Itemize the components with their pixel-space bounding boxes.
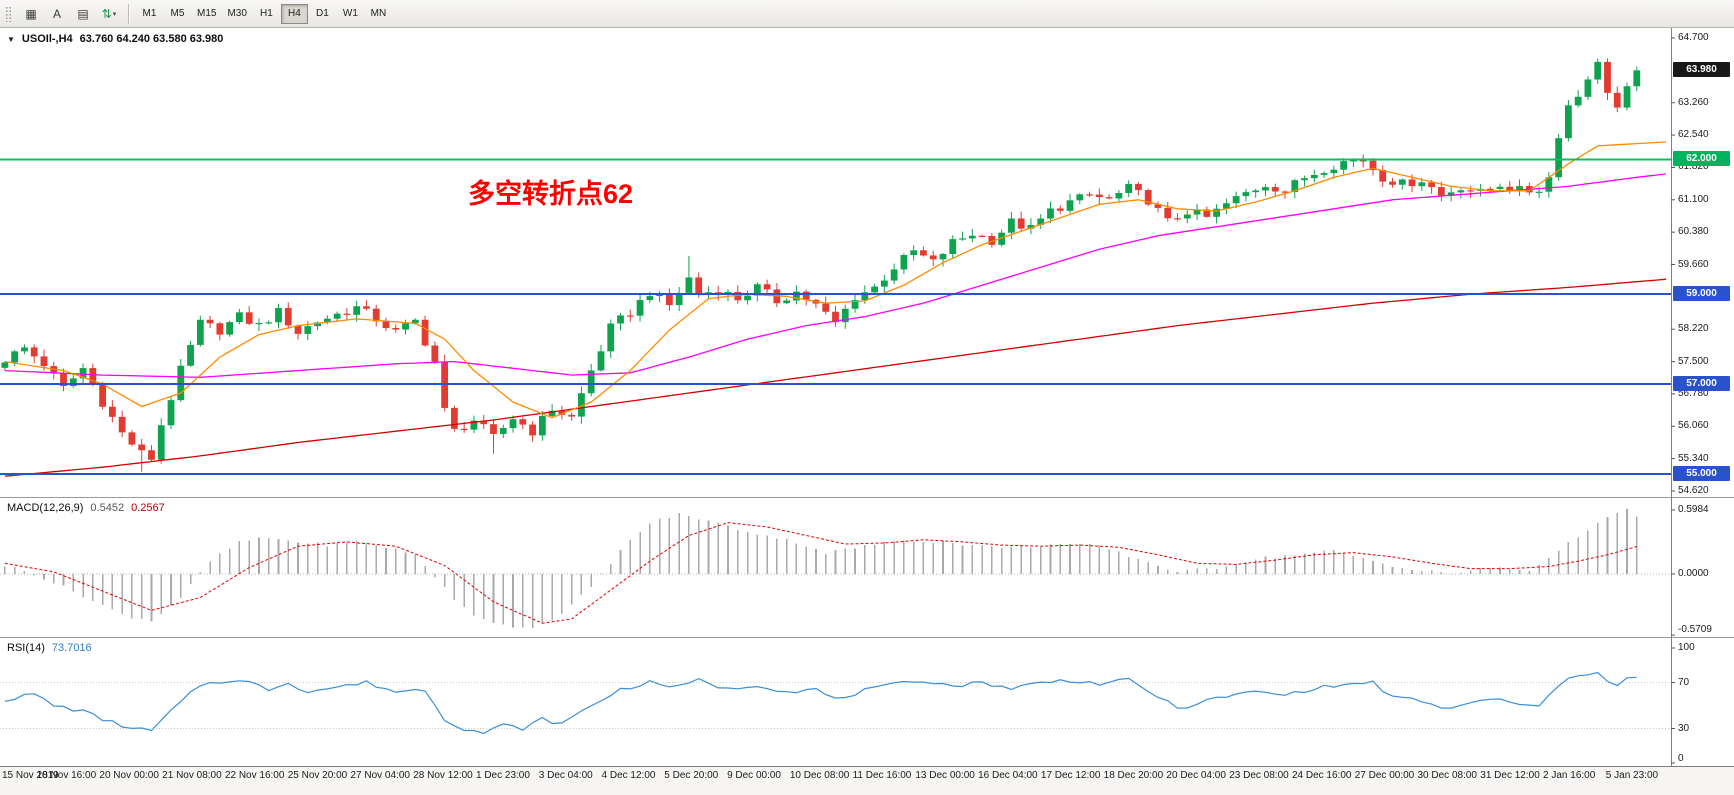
macd-signal-value: 0.2567: [131, 502, 165, 514]
annotation-text: 多空转折点62: [468, 179, 634, 209]
scale-arrows-icon: ⇅: [101, 6, 112, 21]
timeframe-d1-button[interactable]: D1: [309, 4, 336, 24]
timeframe-h4-button[interactable]: H4: [280, 3, 308, 24]
timeframe-m15-button[interactable]: M15: [192, 4, 221, 24]
timeframe-m1-button[interactable]: M1: [136, 4, 163, 24]
indicator-window-button[interactable]: ▤: [71, 3, 95, 25]
ma-fast-line: [4, 141, 1667, 419]
timeframe-h1-button[interactable]: H1: [253, 4, 280, 24]
dropdown-caret-icon: ▾: [112, 10, 117, 18]
collapse-triangle-icon[interactable]: ▼: [7, 34, 15, 44]
toolbar: ▦ A ▤ ⇅ ▾ M1 M5 M15 M30 H1 H4 D1 W1 MN: [0, 0, 1734, 28]
macd-name: MACD(12,26,9): [7, 502, 84, 514]
text-annotation-button[interactable]: A: [45, 3, 69, 25]
text-annotation-icon: A: [52, 6, 61, 21]
indicator-window-icon: ▤: [77, 6, 89, 21]
timeframe-mn-button[interactable]: MN: [365, 4, 392, 24]
macd-indicator-label: MACD(12,26,9) 0.5452 0.2567: [7, 502, 165, 514]
macd-histogram: [4, 509, 1638, 629]
timeframe-button-group: M1 M5 M15 M30 H1 H4 D1 W1 MN: [136, 3, 392, 24]
timeframe-m30-button[interactable]: M30: [222, 4, 251, 24]
scale-arrows-button[interactable]: ⇅ ▾: [97, 3, 121, 25]
toolbar-grip-handle[interactable]: [5, 5, 12, 22]
symbol-period-label: USOIl-,H4: [21, 33, 73, 45]
chart-title: ▼ USOIl-,H4 63.760 64.240 63.580 63.980: [7, 33, 223, 45]
time-axis[interactable]: [0, 766, 1734, 795]
market-grid-button[interactable]: ▦: [19, 3, 43, 25]
price-axis[interactable]: [1672, 28, 1734, 766]
ohlc-values: 63.760 64.240 63.580 63.980: [79, 33, 224, 45]
ma-mid-line: [4, 173, 1667, 378]
timeframe-w1-button[interactable]: W1: [337, 4, 364, 24]
ma-slow-line: [4, 278, 1667, 477]
market-grid-icon: ▦: [25, 6, 37, 21]
toolbar-tools-group: ▦ A ▤ ⇅ ▾: [19, 3, 121, 25]
rsi-value: 73.7016: [51, 642, 92, 654]
macd-signal-line: [4, 522, 1637, 624]
candles-layer: [1, 58, 1641, 472]
rsi-line: [4, 671, 1637, 735]
toolbar-separator: [128, 3, 129, 24]
timeframe-m5-button[interactable]: M5: [164, 4, 191, 24]
rsi-indicator-label: RSI(14) 73.7016: [7, 642, 92, 654]
macd-value: 0.5452: [90, 502, 125, 514]
rsi-name: RSI(14): [7, 642, 45, 654]
